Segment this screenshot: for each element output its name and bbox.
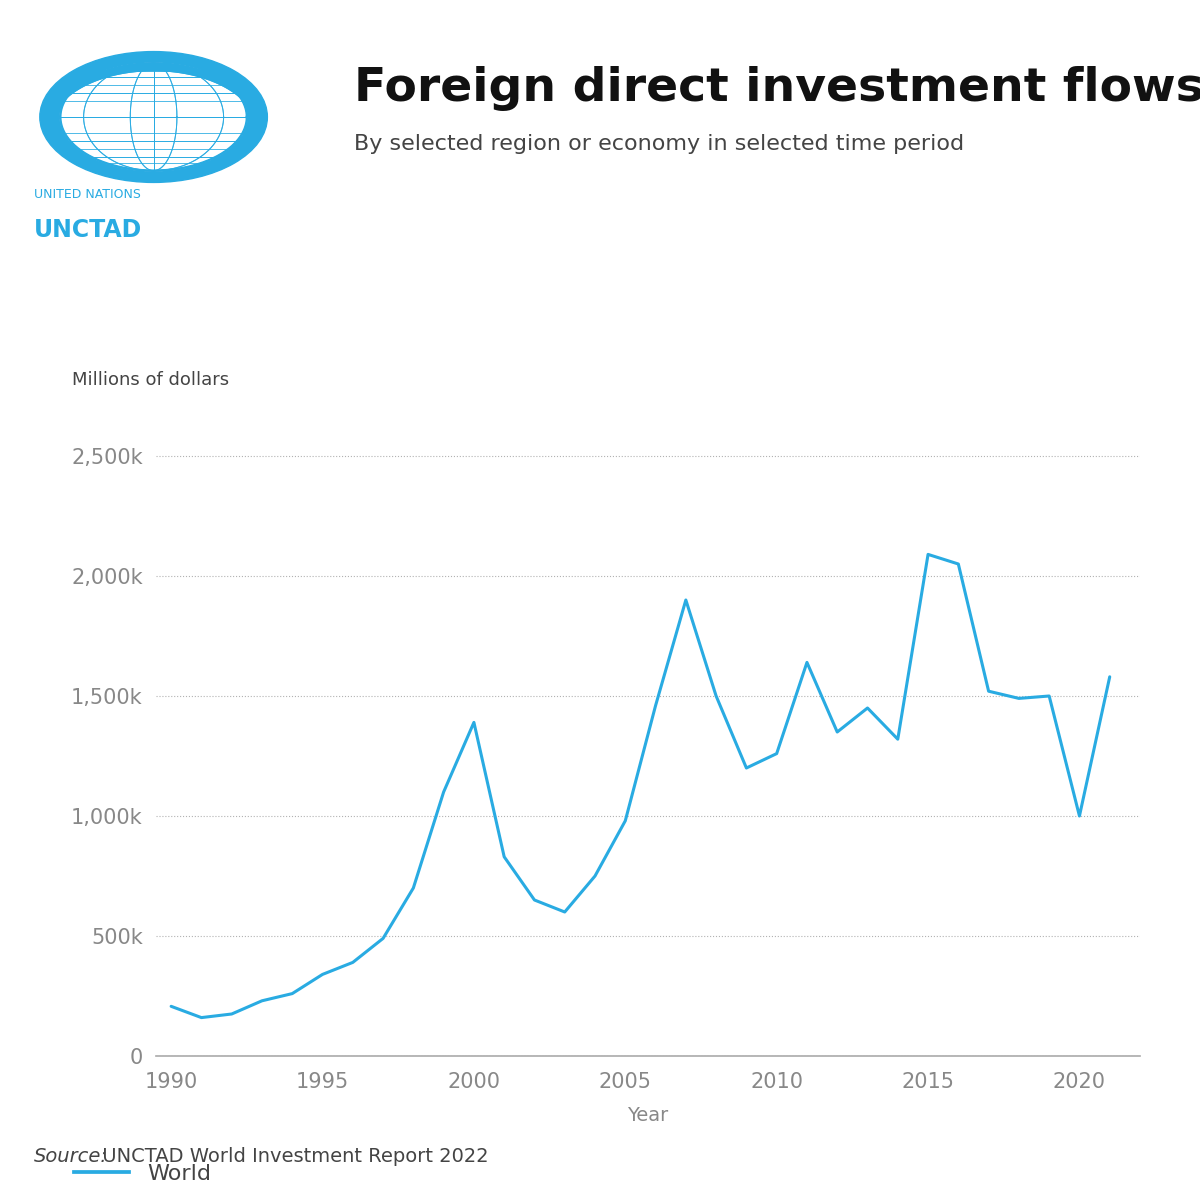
Text: By selected region or economy in selected time period: By selected region or economy in selecte…: [354, 134, 964, 155]
Text: Foreign direct investment flows: Foreign direct investment flows: [354, 66, 1200, 110]
Text: UNCTAD: UNCTAD: [34, 218, 142, 242]
X-axis label: Year: Year: [628, 1106, 668, 1124]
Text: Millions of dollars: Millions of dollars: [72, 371, 229, 389]
Circle shape: [40, 52, 268, 182]
Circle shape: [60, 64, 247, 170]
Text: UNITED NATIONS: UNITED NATIONS: [34, 188, 140, 202]
Text: UNCTAD World Investment Report 2022: UNCTAD World Investment Report 2022: [96, 1147, 488, 1166]
Text: Source:: Source:: [34, 1147, 108, 1166]
Legend: World: World: [73, 1164, 211, 1184]
